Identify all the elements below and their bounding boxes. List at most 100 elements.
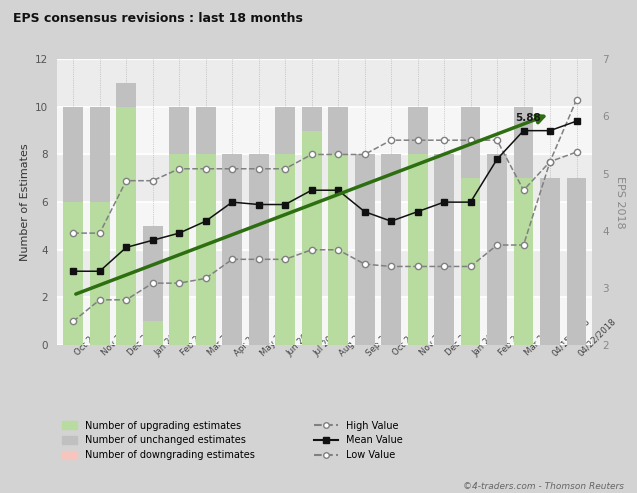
Low Value <box>546 159 554 165</box>
High Value <box>546 159 554 165</box>
Bar <box>248 154 269 345</box>
Line: High Value: High Value <box>70 97 580 236</box>
Bar <box>57 107 592 154</box>
Low Value <box>202 276 210 282</box>
Mean Value <box>122 245 130 250</box>
High Value <box>334 151 342 157</box>
Low Value <box>175 280 183 286</box>
Low Value <box>69 318 77 324</box>
Low Value <box>440 263 448 269</box>
Low Value <box>122 297 130 303</box>
Bar <box>57 297 592 345</box>
Bar <box>275 107 295 154</box>
Low Value <box>573 149 580 155</box>
Mean Value <box>202 218 210 224</box>
Low Value <box>282 256 289 262</box>
Bar <box>355 154 375 345</box>
Low Value <box>149 280 157 286</box>
High Value <box>282 166 289 172</box>
Text: ©4-traders.com - Thomson Reuters: ©4-traders.com - Thomson Reuters <box>463 482 624 491</box>
Y-axis label: Number of Estimates: Number of Estimates <box>20 143 30 261</box>
Bar <box>275 154 295 345</box>
High Value <box>122 178 130 184</box>
High Value <box>202 166 210 172</box>
Mean Value <box>228 199 236 205</box>
Mean Value <box>493 156 501 162</box>
Mean Value <box>308 187 315 193</box>
Bar <box>540 178 560 345</box>
Low Value <box>361 261 368 267</box>
Mean Value <box>520 128 527 134</box>
High Value <box>96 230 104 236</box>
Mean Value <box>334 187 342 193</box>
Mean Value <box>387 218 395 224</box>
Mean Value <box>361 209 368 214</box>
Low Value <box>255 256 262 262</box>
Low Value <box>414 263 422 269</box>
Mean Value <box>149 237 157 243</box>
High Value <box>308 151 315 157</box>
Mean Value <box>546 128 554 134</box>
High Value <box>228 166 236 172</box>
Bar <box>461 178 480 345</box>
Mean Value <box>414 209 422 214</box>
Low Value <box>493 242 501 248</box>
Low Value <box>96 297 104 303</box>
High Value <box>175 166 183 172</box>
High Value <box>493 137 501 143</box>
Bar <box>143 226 162 321</box>
Bar <box>381 154 401 345</box>
Bar <box>143 321 162 345</box>
Bar <box>117 107 136 345</box>
Bar <box>513 107 533 178</box>
Mean Value <box>467 199 475 205</box>
Bar <box>90 202 110 345</box>
Line: Mean Value: Mean Value <box>71 118 579 274</box>
Bar <box>434 154 454 345</box>
Line: Low Value: Low Value <box>70 149 580 324</box>
High Value <box>440 137 448 143</box>
Mean Value <box>282 202 289 208</box>
Mean Value <box>175 230 183 236</box>
High Value <box>467 137 475 143</box>
Bar <box>222 154 242 345</box>
Bar <box>196 107 215 154</box>
Bar <box>169 107 189 154</box>
Bar <box>328 154 348 345</box>
High Value <box>520 187 527 193</box>
Y-axis label: EPS 2018: EPS 2018 <box>615 176 626 228</box>
Low Value <box>387 263 395 269</box>
Bar <box>57 202 592 250</box>
High Value <box>255 166 262 172</box>
Mean Value <box>573 118 580 124</box>
Bar <box>196 154 215 345</box>
Mean Value <box>255 202 262 208</box>
Mean Value <box>96 268 104 274</box>
Mean Value <box>69 268 77 274</box>
Bar <box>117 83 136 107</box>
Text: 5.88: 5.88 <box>515 113 541 123</box>
Bar <box>513 178 533 345</box>
Bar <box>408 107 427 154</box>
Low Value <box>308 247 315 253</box>
High Value <box>149 178 157 184</box>
Legend: High Value, Mean Value, Low Value: High Value, Mean Value, Low Value <box>313 421 403 460</box>
Bar <box>63 202 83 345</box>
Bar <box>90 107 110 202</box>
Bar <box>461 107 480 178</box>
Bar <box>487 154 507 345</box>
Bar <box>57 11 592 59</box>
Bar <box>328 107 348 154</box>
High Value <box>69 230 77 236</box>
Low Value <box>520 242 527 248</box>
Bar <box>169 154 189 345</box>
Bar <box>63 107 83 202</box>
Low Value <box>228 256 236 262</box>
High Value <box>361 151 368 157</box>
Low Value <box>467 263 475 269</box>
High Value <box>414 137 422 143</box>
High Value <box>573 97 580 103</box>
High Value <box>387 137 395 143</box>
Bar <box>408 154 427 345</box>
Mean Value <box>440 199 448 205</box>
